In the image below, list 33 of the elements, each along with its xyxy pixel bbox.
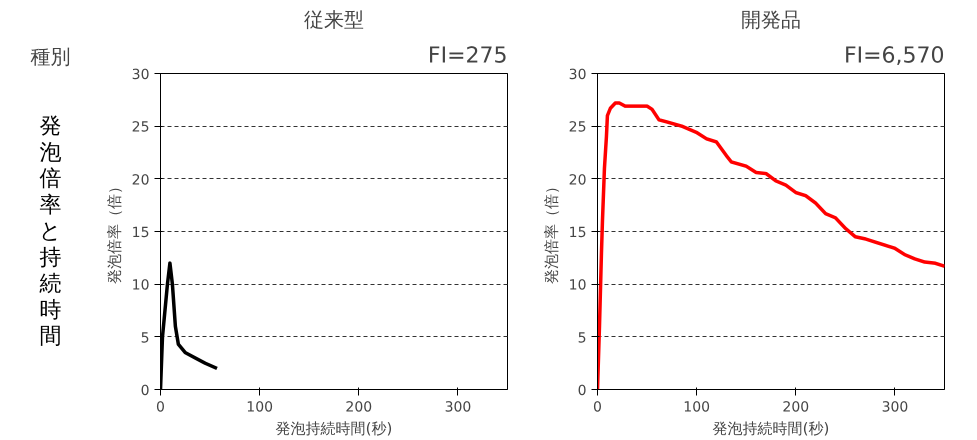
y-tick-label: 10 [568,278,587,294]
y-tick-label: 0 [578,383,587,399]
y-tick-label: 25 [132,120,150,136]
x-tick-label: 100 [683,400,710,416]
x-tick-label: 200 [345,400,372,416]
chart-subtitle: FI=6,570 [844,44,945,68]
y-tick-label: 10 [132,278,150,294]
x-tick-label: 0 [156,400,165,416]
line-series [598,101,944,390]
y-tick-label: 0 [140,383,150,399]
chart-title: 従来型 [304,8,364,32]
y-tick-label: 15 [568,225,587,241]
y-tick-label: 5 [140,330,150,346]
chart-title: 開発品 [741,8,801,32]
chart-subtitle: FI=275 [428,44,508,68]
y-tick-label: 20 [568,172,587,188]
x-tick-label: 300 [882,400,908,416]
y-tick-label: 20 [132,172,150,188]
text: 発泡倍率と持続時間 [39,114,62,349]
y-tick-label: 15 [132,225,150,241]
text: 種別 [30,44,70,68]
y-tick-label: 25 [568,120,587,136]
y-axis-title: 発泡倍率（倍） [106,179,124,284]
y-tick-label: 30 [132,67,150,83]
x-axis-title: 発泡持続時間(秒) [712,420,830,438]
x-axis-title: 発泡持続時間(秒) [276,420,392,438]
y-tick-label: 30 [568,67,587,83]
x-tick-label: 200 [782,400,810,416]
x-tick-label: 100 [246,400,274,416]
x-tick-label: 300 [444,400,472,416]
y-axis-title: 発泡倍率（倍） [542,179,561,284]
y-tick-label: 5 [578,330,587,346]
x-tick-label: 0 [593,400,602,416]
